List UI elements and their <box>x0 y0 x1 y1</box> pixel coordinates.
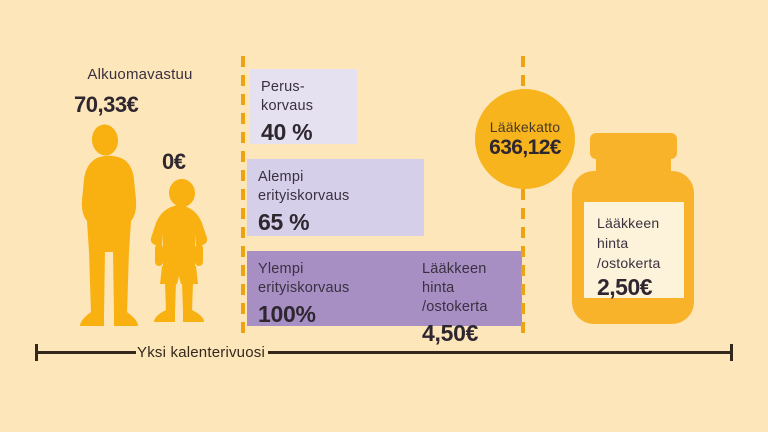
price-label-line: Lääkkeen hinta <box>422 261 487 296</box>
basic-reimbursement-box: Perus- korvaus 40 % <box>250 69 357 145</box>
adult-silhouette <box>80 124 138 326</box>
box-label-line: erityiskorvaus <box>258 280 350 296</box>
bottle-cap <box>590 133 677 159</box>
box-percentage: 40 % <box>261 119 313 145</box>
calendar-year-label: Yksi kalenterivuosi <box>136 344 266 361</box>
bottle-label-line: /ostokerta <box>597 255 661 271</box>
dashed-divider-left <box>241 56 245 333</box>
box-label-line: Ylempi <box>258 261 304 277</box>
box-percentage: 100% <box>258 301 316 327</box>
box-label-line: Perus- <box>261 79 305 95</box>
bottle-label: Lääkkeen hinta /ostokerta 2,50€ <box>584 202 684 300</box>
box-percentage: 65 % <box>258 209 310 235</box>
cap-circle-value: 636,12€ <box>489 135 561 159</box>
dashed-divider-right <box>521 56 525 333</box>
axis-right-tick <box>730 344 733 361</box>
lower-special-reimbursement-box: Alempi erityiskorvaus 65 % <box>247 159 424 236</box>
medicine-cap-circle: Lääkekatto 636,12€ <box>475 89 575 189</box>
box-label-line: Alempi <box>258 169 304 185</box>
upper-special-reimbursement-box: Ylempi erityiskorvaus 100% Lääkkeen hint… <box>247 251 522 346</box>
child-amount: 0€ <box>162 149 186 174</box>
adult-amount: 70,33€ <box>74 92 139 117</box>
initial-deductible-heading: Alkuomavastuu <box>87 66 193 83</box>
medicine-price-note: Lääkkeen hinta /ostokerta 4,50€ <box>422 260 520 347</box>
box-label-line: erityiskorvaus <box>258 188 350 204</box>
bottle-neck <box>596 157 671 175</box>
box-label-line: korvaus <box>261 98 314 114</box>
bottle-price-value: 2,50€ <box>597 274 653 300</box>
bottle-label-line: hinta <box>597 235 629 251</box>
axis-line-right <box>268 351 730 354</box>
cap-circle-label: Lääkekatto <box>489 118 561 135</box>
child-silhouette <box>150 179 208 322</box>
price-label-line: /ostokerta <box>422 299 488 315</box>
axis-line-left <box>35 351 136 354</box>
price-value: 4,50€ <box>422 320 479 346</box>
bottle-label-line: Lääkkeen <box>597 215 660 231</box>
